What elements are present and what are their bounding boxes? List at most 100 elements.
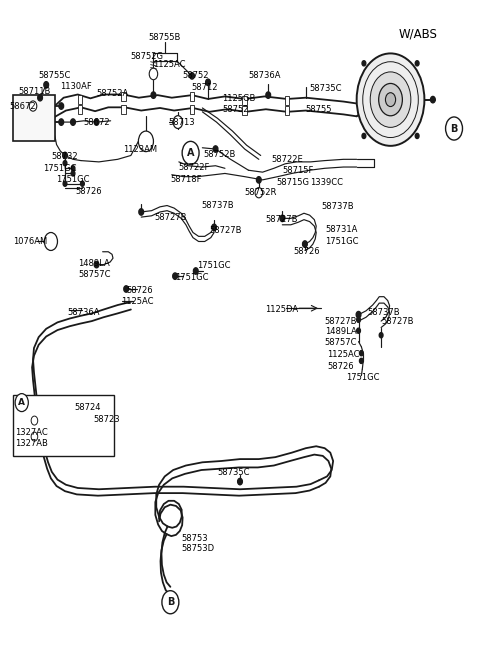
Text: 58726: 58726 <box>327 362 354 371</box>
Circle shape <box>356 311 361 318</box>
Circle shape <box>44 82 48 88</box>
Text: 58722E: 58722E <box>271 155 303 164</box>
Text: 58736A: 58736A <box>67 308 99 316</box>
Text: A: A <box>18 398 25 407</box>
Circle shape <box>357 317 360 322</box>
Circle shape <box>138 131 154 151</box>
Bar <box>242 96 247 105</box>
Text: 1076AM: 1076AM <box>13 237 48 246</box>
Bar <box>78 95 83 104</box>
Circle shape <box>173 116 182 128</box>
Circle shape <box>205 79 210 86</box>
Circle shape <box>63 181 67 186</box>
Text: A: A <box>187 148 194 158</box>
Text: 1130AF: 1130AF <box>60 83 92 91</box>
Circle shape <box>173 273 178 279</box>
Text: 58715G: 58715G <box>276 178 310 187</box>
Bar <box>78 105 83 114</box>
Circle shape <box>431 96 435 103</box>
Text: 58718F: 58718F <box>170 176 202 184</box>
Circle shape <box>139 209 144 215</box>
Text: B: B <box>450 124 458 134</box>
Circle shape <box>149 68 157 80</box>
Text: 58723: 58723 <box>93 415 120 424</box>
Text: 58732: 58732 <box>52 152 78 161</box>
Text: B: B <box>167 597 174 607</box>
Circle shape <box>63 160 67 166</box>
Circle shape <box>415 61 419 66</box>
Bar <box>121 92 126 101</box>
Circle shape <box>445 117 463 140</box>
Circle shape <box>59 103 63 109</box>
Text: 1751GC: 1751GC <box>175 273 209 282</box>
Text: 58727B: 58727B <box>381 316 414 326</box>
Circle shape <box>182 141 199 164</box>
Circle shape <box>29 101 37 111</box>
Circle shape <box>31 432 38 441</box>
Text: 58755C: 58755C <box>39 71 71 80</box>
Bar <box>242 106 247 115</box>
Text: 58752R: 58752R <box>245 188 277 197</box>
Circle shape <box>38 94 42 101</box>
Circle shape <box>357 328 360 333</box>
Text: 58737B: 58737B <box>202 201 234 210</box>
Circle shape <box>362 61 366 66</box>
Text: 1339CC: 1339CC <box>310 178 343 187</box>
Circle shape <box>370 72 411 127</box>
Circle shape <box>415 134 419 138</box>
Text: 58752B: 58752B <box>204 150 236 159</box>
Bar <box>13 95 55 141</box>
Circle shape <box>363 62 418 138</box>
Bar <box>285 96 289 105</box>
Circle shape <box>302 241 307 247</box>
Circle shape <box>256 177 261 183</box>
Bar <box>121 105 126 114</box>
Text: 58757C: 58757C <box>324 338 357 346</box>
Text: 58753D: 58753D <box>181 544 215 553</box>
Circle shape <box>213 146 218 152</box>
Text: 58713: 58713 <box>168 118 195 126</box>
Text: 58753: 58753 <box>181 534 208 542</box>
Text: 58712: 58712 <box>191 83 217 92</box>
Circle shape <box>71 119 75 125</box>
Text: 58736A: 58736A <box>249 71 281 80</box>
Text: W/ABS: W/ABS <box>399 27 438 40</box>
Circle shape <box>360 358 363 364</box>
Text: 58727B: 58727B <box>155 213 187 221</box>
Text: 1751GC: 1751GC <box>346 373 380 382</box>
Circle shape <box>124 286 129 292</box>
Text: 58752: 58752 <box>182 71 209 80</box>
Circle shape <box>81 181 84 186</box>
Text: 1327AB: 1327AB <box>15 439 48 447</box>
Circle shape <box>280 215 285 221</box>
Bar <box>285 106 289 115</box>
Text: 58672: 58672 <box>84 118 110 126</box>
Circle shape <box>71 171 75 176</box>
Text: 1125AC: 1125AC <box>327 350 360 359</box>
Text: 1125DA: 1125DA <box>265 305 299 314</box>
Circle shape <box>190 73 194 79</box>
Text: 1123AM: 1123AM <box>123 145 157 153</box>
Text: 58731A: 58731A <box>325 225 358 234</box>
Text: 1125GB: 1125GB <box>222 94 255 103</box>
Circle shape <box>357 54 424 146</box>
Text: 58727B: 58727B <box>324 316 357 326</box>
Text: 1125AC: 1125AC <box>121 297 154 307</box>
Circle shape <box>255 187 263 198</box>
Text: 58722F: 58722F <box>179 162 210 172</box>
Text: 58711B: 58711B <box>18 86 50 96</box>
Circle shape <box>212 224 216 231</box>
Circle shape <box>15 394 28 411</box>
Circle shape <box>162 591 179 614</box>
Text: 1751GC: 1751GC <box>197 261 230 271</box>
Circle shape <box>360 350 363 356</box>
Text: 58737B: 58737B <box>367 308 400 316</box>
Circle shape <box>362 134 366 138</box>
Circle shape <box>59 119 63 125</box>
Text: 1751GC: 1751GC <box>56 176 89 184</box>
Text: 58715F: 58715F <box>282 166 314 176</box>
Text: 1489LA: 1489LA <box>324 327 357 336</box>
Text: 58755B: 58755B <box>148 33 181 42</box>
Circle shape <box>266 92 271 98</box>
Text: 1751GC: 1751GC <box>324 237 358 246</box>
